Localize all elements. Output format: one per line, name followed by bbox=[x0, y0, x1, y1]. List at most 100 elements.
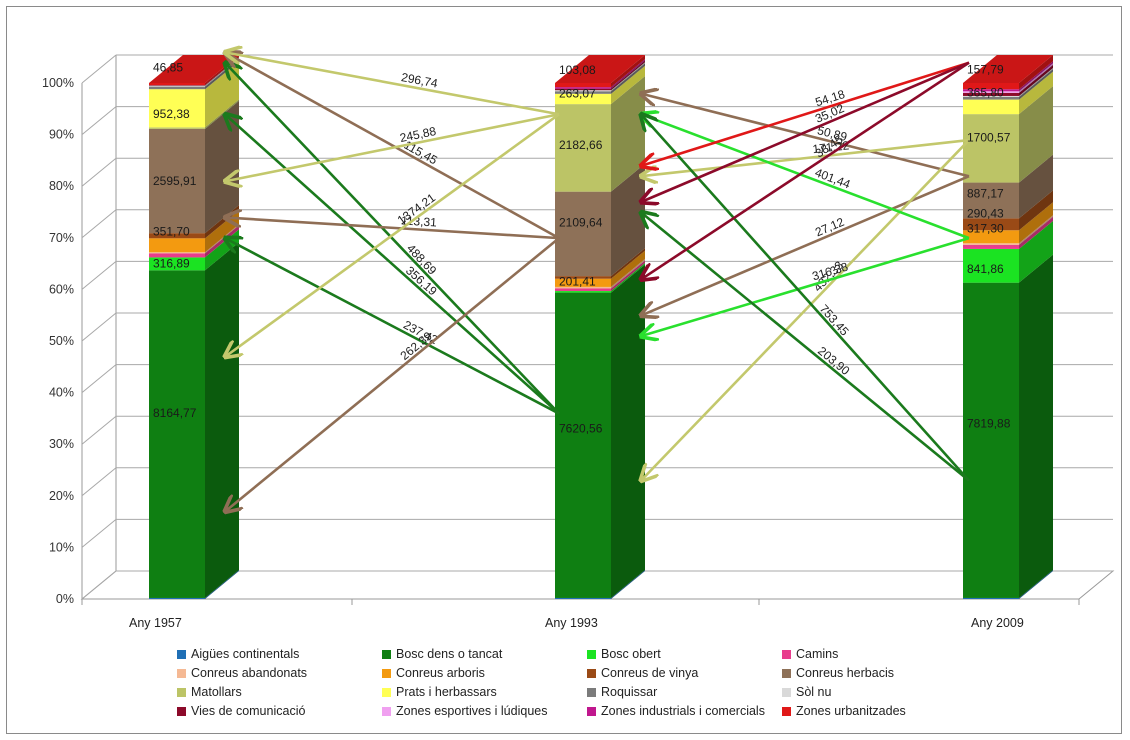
flow-label: 296,74 bbox=[400, 70, 439, 91]
legend-swatch bbox=[382, 706, 391, 716]
bar-segment-side bbox=[1019, 190, 1053, 231]
legend-label: Prats i herbassars bbox=[396, 685, 497, 699]
bar-segment bbox=[149, 85, 205, 86]
legend-swatch bbox=[782, 649, 791, 659]
gridline-diag bbox=[81, 261, 117, 290]
flow-arrow bbox=[225, 238, 560, 415]
bar-segment bbox=[963, 83, 1019, 90]
chart-frame: 0% 10% 20% 30% 40% 50% 60% 70% 80% 90% 100% 488,69… bbox=[6, 6, 1122, 734]
bar-segment bbox=[963, 230, 1019, 244]
legend-label: Zones industrials i comercials bbox=[601, 704, 765, 718]
bar-segment-side bbox=[1019, 220, 1053, 283]
bar-segment-side bbox=[1019, 71, 1053, 115]
bar-segment bbox=[149, 128, 205, 234]
legend-label: Sòl nu bbox=[796, 685, 832, 699]
flow-arrow bbox=[225, 237, 560, 511]
legend-item: Matollars bbox=[177, 685, 382, 699]
bar-segment bbox=[963, 99, 1019, 115]
legend-swatch bbox=[782, 706, 791, 716]
bar-segment-side bbox=[611, 569, 645, 599]
bar-segment bbox=[555, 278, 611, 287]
segment-label: 1700,57 bbox=[967, 131, 1011, 145]
bar-segment bbox=[963, 95, 1019, 98]
legend-label: Conreus de vinya bbox=[601, 666, 699, 680]
gridline-diag bbox=[81, 54, 117, 84]
flow-label: 753,45 bbox=[817, 302, 852, 339]
bar-segment bbox=[149, 597, 205, 599]
flow-arrow bbox=[641, 61, 970, 202]
bar-segment-side bbox=[611, 60, 645, 91]
bar-segment bbox=[149, 270, 205, 598]
flow-arrow bbox=[641, 138, 970, 176]
legend-item: Zones esportives i lúdiques bbox=[382, 704, 587, 718]
legend-item: Bosc obert bbox=[587, 647, 782, 661]
bar-segment-side bbox=[611, 59, 645, 89]
legend-label: Bosc dens o tancat bbox=[396, 647, 503, 661]
bar-segment bbox=[555, 104, 611, 192]
bar-segment-side bbox=[205, 569, 239, 599]
segment-label: 290,43 bbox=[967, 207, 1004, 221]
legend-label: Roquissar bbox=[601, 685, 658, 699]
flow-label: 113,31 bbox=[401, 213, 438, 229]
category-label: Any 2009 bbox=[971, 616, 1024, 630]
flow-arrow bbox=[225, 63, 560, 415]
category-label: Any 1993 bbox=[545, 616, 598, 630]
bar-segment bbox=[555, 87, 611, 89]
y-tick-label: 40% bbox=[49, 386, 74, 400]
segment-label: 317,30 bbox=[967, 222, 1004, 236]
bar-segment bbox=[963, 89, 1019, 92]
segment-label: 2109,64 bbox=[559, 215, 603, 229]
legend-item: Zones urbanitzades bbox=[782, 704, 977, 718]
legend-label: Matollars bbox=[191, 685, 242, 699]
legend-item: Aigües continentals bbox=[177, 647, 382, 661]
bar-segment-side bbox=[1019, 216, 1053, 249]
legend-item: Zones industrials i comercials bbox=[587, 704, 782, 718]
bar-segment bbox=[963, 218, 1019, 231]
legend-label: Vies de comunicació bbox=[191, 704, 306, 718]
bar-segment bbox=[149, 127, 205, 129]
bar-top bbox=[963, 55, 1053, 83]
bar-segment bbox=[555, 276, 611, 279]
segment-label: 8164,77 bbox=[153, 406, 197, 420]
legend-swatch bbox=[177, 706, 186, 716]
segment-label: 2182,66 bbox=[559, 138, 603, 152]
legend-label: Conreus arboris bbox=[396, 666, 485, 680]
bar-segment-side bbox=[205, 100, 239, 234]
y-tick-label: 80% bbox=[49, 179, 74, 193]
bar-segment bbox=[555, 90, 611, 92]
gridline-diag bbox=[81, 519, 117, 548]
bar-segment bbox=[555, 286, 611, 289]
legend-item: Conreus arboris bbox=[382, 666, 587, 680]
bar-segment bbox=[963, 248, 1019, 283]
bar-segment bbox=[149, 257, 205, 271]
legend-swatch bbox=[382, 687, 391, 697]
bar-segment-side bbox=[1019, 254, 1053, 598]
bar-segment-side bbox=[1019, 69, 1053, 100]
gridline-diag bbox=[81, 415, 117, 445]
bar-segment-side bbox=[611, 62, 645, 92]
legend-label: Camins bbox=[796, 647, 839, 661]
legend-swatch bbox=[177, 668, 186, 678]
bar-top bbox=[555, 55, 645, 83]
gridline-diag bbox=[81, 209, 117, 239]
bar-segment-side bbox=[611, 250, 645, 287]
segment-label: 201,41 bbox=[559, 275, 596, 289]
y-tick-label: 90% bbox=[49, 128, 74, 142]
flow-arrow bbox=[641, 61, 970, 280]
bar-segment-side bbox=[1019, 569, 1053, 599]
y-tick-label: 50% bbox=[49, 334, 74, 348]
legend-swatch bbox=[177, 649, 186, 659]
bar-segment-side bbox=[1019, 154, 1053, 219]
legend-item: Vies de comunicació bbox=[177, 704, 382, 718]
segment-label: 952,38 bbox=[153, 107, 190, 121]
bar-segment-side bbox=[611, 63, 645, 94]
bar-segment bbox=[149, 238, 205, 253]
bar-segment-side bbox=[611, 264, 645, 598]
bar-segment-side bbox=[1019, 67, 1053, 98]
legend-swatch bbox=[177, 687, 186, 697]
flow-arrow bbox=[225, 217, 560, 240]
segment-label: 316,89 bbox=[153, 257, 190, 271]
bar-segment bbox=[963, 182, 1019, 219]
flow-arrow bbox=[225, 113, 560, 357]
bar-segment bbox=[963, 114, 1019, 183]
